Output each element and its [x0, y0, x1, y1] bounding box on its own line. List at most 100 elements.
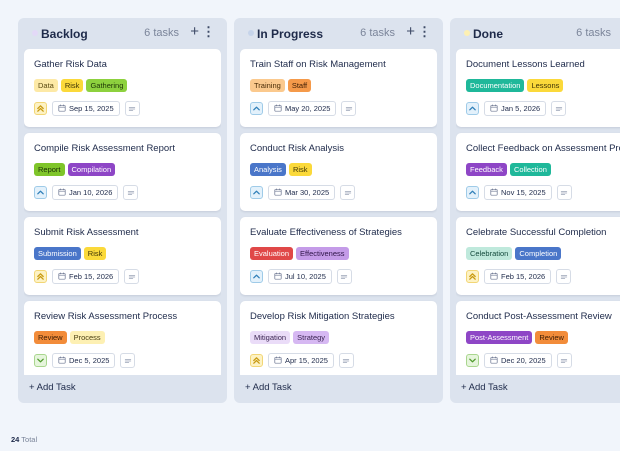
description-icon[interactable]	[124, 101, 140, 116]
due-date[interactable]: Jan 10, 2026	[52, 185, 119, 200]
due-date[interactable]: Feb 15, 2026	[484, 269, 552, 284]
description-icon[interactable]	[123, 185, 139, 200]
tag-badge: Feedback	[466, 163, 507, 176]
priority-medium-icon[interactable]	[250, 270, 263, 283]
priority-medium-icon[interactable]	[466, 186, 479, 199]
task-card[interactable]: Celebrate Successful Completion Celebrati…	[456, 217, 620, 295]
card-title: Train Staff on Risk Management	[250, 59, 386, 70]
priority-medium-icon[interactable]	[466, 102, 479, 115]
task-card[interactable]: Document Lessons Learned Documentation Les…	[456, 49, 620, 127]
description-icon[interactable]	[551, 101, 567, 116]
tag-badge: Review	[535, 331, 568, 344]
task-card[interactable]: Evaluate Effectiveness of Strategies Eval…	[240, 217, 437, 295]
priority-high-icon[interactable]	[466, 270, 479, 283]
add-task-button[interactable]: + Add Task	[29, 382, 76, 393]
description-icon[interactable]	[556, 185, 572, 200]
due-date[interactable]: Feb 15, 2026	[52, 269, 120, 284]
due-date[interactable]: Dec 5, 2025	[52, 353, 116, 368]
column-status-dot	[248, 30, 254, 36]
task-card[interactable]: Conduct Risk Analysis Analysis Risk Mar 30,…	[240, 133, 437, 211]
add-task-button[interactable]: + Add Task	[461, 382, 508, 393]
tag-badge: Risk	[288, 163, 312, 176]
task-card[interactable]: Submit Risk Assessment Submission Risk Feb …	[24, 217, 221, 295]
priority-medium-icon[interactable]	[250, 102, 263, 115]
task-card[interactable]: Review Risk Assessment Process Review Proc…	[24, 301, 221, 375]
card-title: Gather Risk Data	[34, 59, 107, 70]
column-task-count: 6 tasks	[576, 27, 611, 39]
task-card[interactable]: Compile Risk Assessment Report Report Comp…	[24, 133, 221, 211]
tag-badge: Collection	[509, 163, 551, 176]
priority-high-icon[interactable]	[34, 270, 47, 283]
tag-badge: Completion	[515, 247, 562, 260]
board-footer: 24 Total	[11, 435, 37, 444]
column-header: In Progress 6 tasks + ⋮	[234, 18, 443, 48]
description-icon[interactable]	[336, 269, 352, 284]
due-date[interactable]: Mar 30, 2025	[268, 185, 336, 200]
priority-high-icon[interactable]	[250, 354, 263, 367]
description-icon[interactable]	[124, 269, 140, 284]
tag-badge: Process	[69, 331, 105, 344]
tag-badge: Strategy	[293, 331, 330, 344]
column-done: Done 6 tasks + ⋮ Document Lessons Learne…	[450, 18, 620, 403]
tag-badge: Documentation	[466, 79, 525, 92]
tag-badge: Analysis	[250, 163, 286, 176]
description-icon[interactable]	[341, 101, 357, 116]
card-title: Celebrate Successful Completion	[466, 227, 607, 238]
task-card[interactable]: Collect Feedback on Assessment Process Fe…	[456, 133, 620, 211]
description-icon[interactable]	[556, 269, 572, 284]
priority-low-icon[interactable]	[34, 354, 47, 367]
card-title: Conduct Post-Assessment Review	[466, 311, 612, 322]
card-meta: Feb 15, 2026	[466, 269, 572, 284]
calendar-icon	[274, 356, 282, 366]
description-icon[interactable]	[338, 353, 354, 368]
tag-badge: Post-Assessment	[466, 331, 533, 344]
description-icon[interactable]	[120, 353, 136, 368]
priority-high-icon[interactable]	[34, 102, 47, 115]
column-task-count: 6 tasks	[360, 27, 395, 39]
card-meta: Mar 30, 2025	[250, 185, 356, 200]
task-card[interactable]: Gather Risk Data Data Risk Gathering Sep 15,…	[24, 49, 221, 127]
tag-badge: Data	[34, 79, 58, 92]
due-date[interactable]: Sep 15, 2025	[52, 101, 120, 116]
priority-medium-icon[interactable]	[34, 186, 47, 199]
task-card[interactable]: Conduct Post-Assessment Review Post-Asses…	[456, 301, 620, 375]
card-tags: Mitigation Strategy	[250, 331, 330, 344]
column-menu-icon[interactable]: ⋮	[418, 24, 431, 39]
calendar-icon	[490, 188, 498, 198]
description-icon[interactable]	[340, 185, 356, 200]
card-title: Collect Feedback on Assessment Process	[466, 143, 620, 154]
task-card[interactable]: Develop Risk Mitigation Strategies Mitiga…	[240, 301, 437, 375]
card-meta: Jan 5, 2026	[466, 101, 567, 116]
due-date[interactable]: Nov 15, 2025	[484, 185, 552, 200]
tag-badge: Effectiveness	[296, 247, 349, 260]
due-date[interactable]: Jan 5, 2026	[484, 101, 547, 116]
due-date[interactable]: May 20, 2025	[268, 101, 337, 116]
card-meta: Dec 20, 2025	[466, 353, 572, 368]
column-in-progress: In Progress 6 tasks + ⋮ Train Staff on R…	[234, 18, 443, 403]
description-icon[interactable]	[556, 353, 572, 368]
calendar-icon	[274, 188, 282, 198]
card-meta: Jul 10, 2025	[250, 269, 352, 284]
card-tags: Report Compilation	[34, 163, 116, 176]
due-date-text: May 20, 2025	[285, 104, 331, 113]
priority-medium-icon[interactable]	[250, 186, 263, 199]
due-date-text: Dec 20, 2025	[501, 356, 546, 365]
tag-badge: Submission	[34, 247, 81, 260]
column-header: Backlog 6 tasks + ⋮	[18, 18, 227, 48]
total-label: Total	[21, 435, 38, 444]
column-menu-icon[interactable]: ⋮	[202, 24, 215, 39]
calendar-icon	[274, 104, 282, 114]
tag-badge: Staff	[287, 79, 312, 92]
task-card[interactable]: Train Staff on Risk Management Training St…	[240, 49, 437, 127]
add-card-icon[interactable]: +	[190, 23, 199, 40]
due-date[interactable]: Apr 15, 2025	[268, 353, 334, 368]
add-card-icon[interactable]: +	[406, 23, 415, 40]
priority-low-icon[interactable]	[466, 354, 479, 367]
card-tags: Feedback Collection	[466, 163, 551, 176]
due-date[interactable]: Jul 10, 2025	[268, 269, 332, 284]
card-meta: May 20, 2025	[250, 101, 357, 116]
due-date[interactable]: Dec 20, 2025	[484, 353, 552, 368]
calendar-icon	[490, 356, 498, 366]
add-task-button[interactable]: + Add Task	[245, 382, 292, 393]
calendar-icon	[58, 188, 66, 198]
